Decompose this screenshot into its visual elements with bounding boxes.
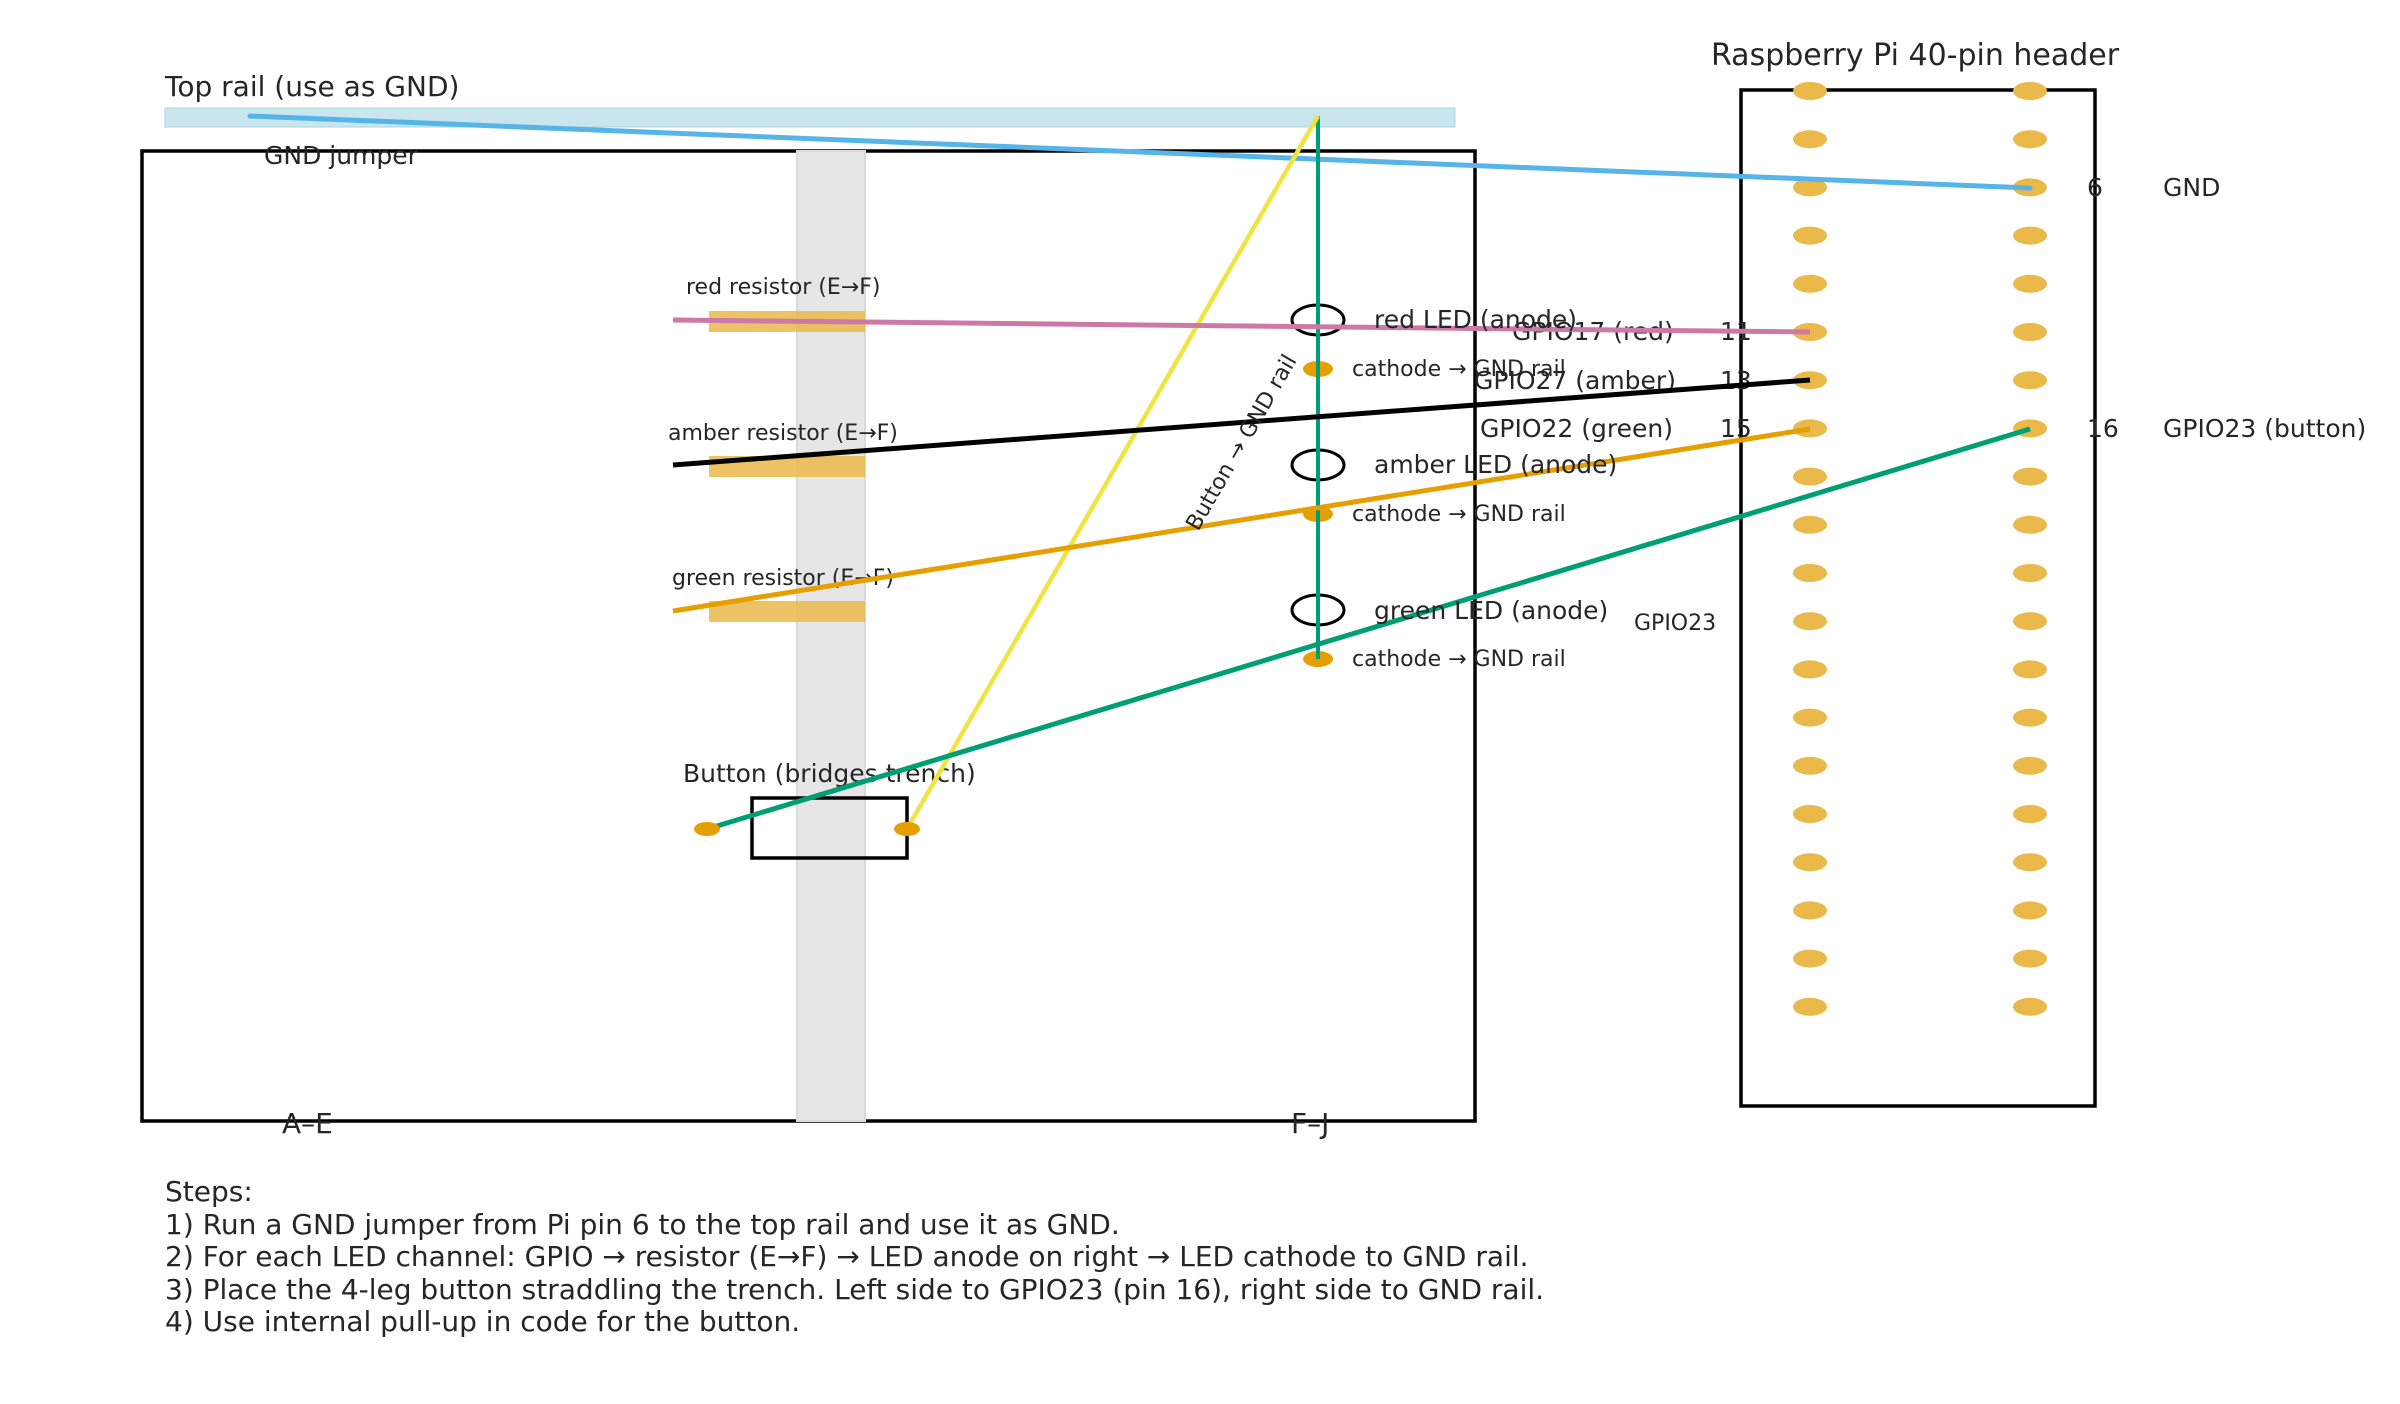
header-pin-24 — [2013, 612, 2047, 631]
header-pin-20 — [2013, 515, 2047, 534]
header-pin-34 — [2013, 853, 2047, 872]
gnd-jumper-label: GND jumper — [264, 141, 419, 170]
red-cathode-label: cathode → GND rail — [1352, 357, 1566, 382]
pi-header-title: Raspberry Pi 40-pin header — [1711, 38, 2120, 73]
header-pin-12 — [2013, 323, 2047, 341]
pin-16-number: 16 — [2087, 414, 2119, 443]
pin-6-number: 6 — [2087, 173, 2103, 202]
red-led-label: red LED (anode) — [1374, 305, 1577, 334]
amber-cathode-label: cathode → GND rail — [1352, 502, 1566, 527]
pin-13-number: 13 — [1720, 366, 1752, 395]
pin-6-label: GND — [2163, 173, 2220, 202]
steps-heading: Steps: — [165, 1175, 253, 1208]
header-pin-8 — [2013, 226, 2047, 245]
header-pin-35 — [1793, 901, 1827, 920]
amber-led-label: amber LED (anode) — [1374, 450, 1617, 479]
header-pin-5 — [1793, 178, 1827, 197]
green-resistor-label: green resistor (E→F) — [672, 566, 894, 591]
header-pin-39 — [1793, 997, 1827, 1016]
header-pin-32 — [2013, 805, 2047, 823]
header-pin-33 — [1793, 853, 1827, 872]
red-gpio-wire — [672, 317, 1811, 335]
steps-block: Steps: 1) Run a GND jumper from Pi pin 6 … — [165, 1175, 1545, 1339]
header-pin-9 — [1793, 274, 1827, 293]
step-2: 2) For each LED channel: GPIO → resistor… — [165, 1240, 1529, 1273]
amber-resistor-label: amber resistor (E→F) — [668, 421, 898, 446]
header-pin-17 — [1793, 467, 1827, 486]
green-resistor — [709, 601, 865, 622]
header-pin-29 — [1793, 756, 1827, 775]
green-led-label: green LED (anode) — [1374, 596, 1608, 625]
header-pin-25 — [1793, 660, 1827, 679]
header-pin-2 — [2013, 82, 2047, 100]
gnd-jumper-wire — [247, 113, 2033, 191]
button-left-leg — [694, 822, 720, 836]
header-pin-23 — [1793, 612, 1827, 631]
header-pin-19 — [1793, 515, 1827, 534]
header-pin-31 — [1793, 805, 1827, 823]
button-gnd-wire-label: Button → GND rail — [1182, 351, 1303, 535]
header-pin-18 — [2013, 467, 2047, 486]
left-columns-label: A–E — [282, 1107, 333, 1140]
red-resistor-label: red resistor (E→F) — [686, 275, 880, 300]
top-rail — [164, 107, 1456, 128]
button-gpio-wire-label: GPIO23 — [1634, 611, 1716, 636]
pi-header-outline — [1739, 88, 2097, 1108]
top-rail-label: Top rail (use as GND) — [164, 70, 459, 103]
header-pin-40 — [2013, 997, 2047, 1016]
header-pin-15 — [1793, 419, 1827, 438]
step-3: 3) Place the 4-leg button straddling the… — [165, 1272, 1545, 1306]
green-cathode-label: cathode → GND rail — [1352, 647, 1566, 672]
header-pin-4 — [2013, 130, 2047, 149]
header-pin-28 — [2013, 708, 2047, 727]
header-pin-37 — [1793, 949, 1827, 968]
header-pin-38 — [2013, 949, 2047, 968]
step-4: 4) Use internal pull-up in code for the … — [165, 1305, 801, 1338]
button-gpio-wire — [706, 426, 2031, 832]
step-1: 1) Run a GND jumper from Pi pin 6 to the… — [165, 1207, 1120, 1241]
pin-16-label: GPIO23 (button) — [2163, 414, 2366, 443]
header-pin-27 — [1793, 708, 1827, 727]
header-pin-7 — [1793, 226, 1827, 245]
header-pin-22 — [2013, 564, 2047, 582]
pi-header-pins — [1793, 82, 2047, 1016]
button-right-leg — [894, 822, 920, 836]
header-pin-36 — [2013, 901, 2047, 920]
header-pin-1 — [1793, 82, 1827, 100]
right-columns-label: F–J — [1291, 1107, 1329, 1140]
header-pin-3 — [1793, 130, 1827, 149]
header-pin-14 — [2013, 371, 2047, 390]
header-pin-10 — [2013, 274, 2047, 293]
amber-gpio-wire — [672, 377, 1811, 468]
header-pin-30 — [2013, 756, 2047, 775]
header-pin-21 — [1793, 564, 1827, 582]
green-gpio-wire — [672, 426, 1811, 614]
pin-15-label: GPIO22 (green) — [1480, 414, 1673, 443]
header-pin-26 — [2013, 660, 2047, 679]
button-gnd-wire — [905, 114, 1320, 831]
